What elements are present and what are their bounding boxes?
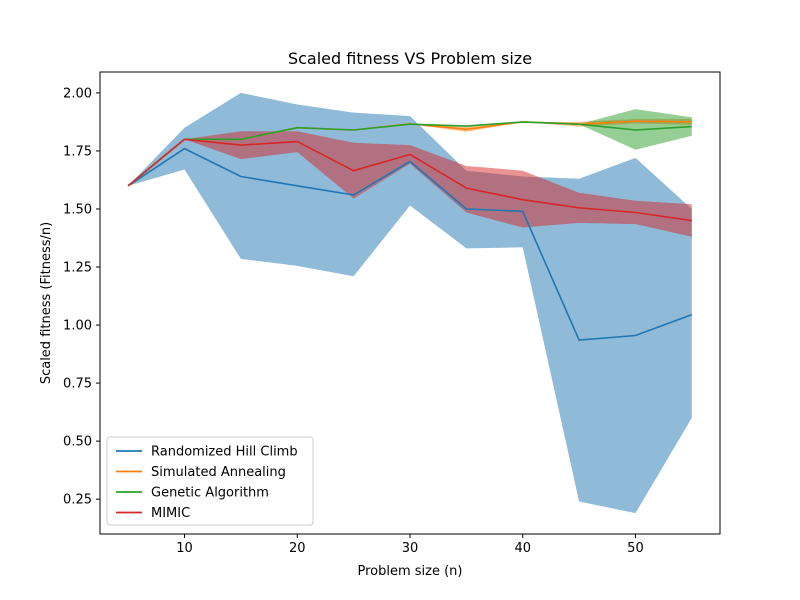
y-axis-label: Scaled fitness (Fitness/n) <box>39 222 54 384</box>
line-randomized-hill-climb <box>127 147 693 341</box>
confidence-bands <box>128 92 692 514</box>
x-tick-label: 50 <box>627 541 644 556</box>
legend: Randomized Hill Climb Simulated Annealing… <box>106 436 314 526</box>
y-tick-label: 0.25 <box>63 493 92 508</box>
y-tick-label: 1.50 <box>63 202 92 217</box>
x-axis: 10 20 30 40 50 <box>176 534 644 556</box>
line-mimic <box>127 138 692 222</box>
y-axis: 0.25 0.50 0.75 1.00 1.25 1.50 1.75 2.00 <box>63 86 100 508</box>
chart-title: Scaled fitness VS Problem size <box>288 49 532 68</box>
y-tick-label: 0.75 <box>63 377 92 392</box>
y-tick-label: 1.00 <box>63 319 92 334</box>
x-tick-label: 10 <box>176 541 193 556</box>
legend-label-mimic: MIMIC <box>151 506 190 521</box>
legend-label-simulated-annealing: Simulated Annealing <box>151 465 286 480</box>
legend-label-genetic-algorithm: Genetic Algorithm <box>151 486 269 501</box>
x-tick-label: 40 <box>514 541 531 556</box>
x-tick-label: 30 <box>402 541 419 556</box>
y-tick-label: 2.00 <box>63 86 92 101</box>
band-genetic-algorithm <box>128 109 692 186</box>
series-lines <box>127 120 693 341</box>
band-mimic <box>128 131 692 237</box>
x-tick-label: 20 <box>289 541 306 556</box>
line-genetic-algorithm <box>127 121 692 187</box>
legend-label-randomized-hill-climb: Randomized Hill Climb <box>151 445 298 460</box>
y-tick-label: 0.50 <box>63 435 92 450</box>
y-tick-label: 1.25 <box>63 261 92 276</box>
x-axis-label: Problem size (n) <box>357 564 462 579</box>
y-tick-label: 1.75 <box>63 144 92 159</box>
legend-box <box>106 436 314 526</box>
